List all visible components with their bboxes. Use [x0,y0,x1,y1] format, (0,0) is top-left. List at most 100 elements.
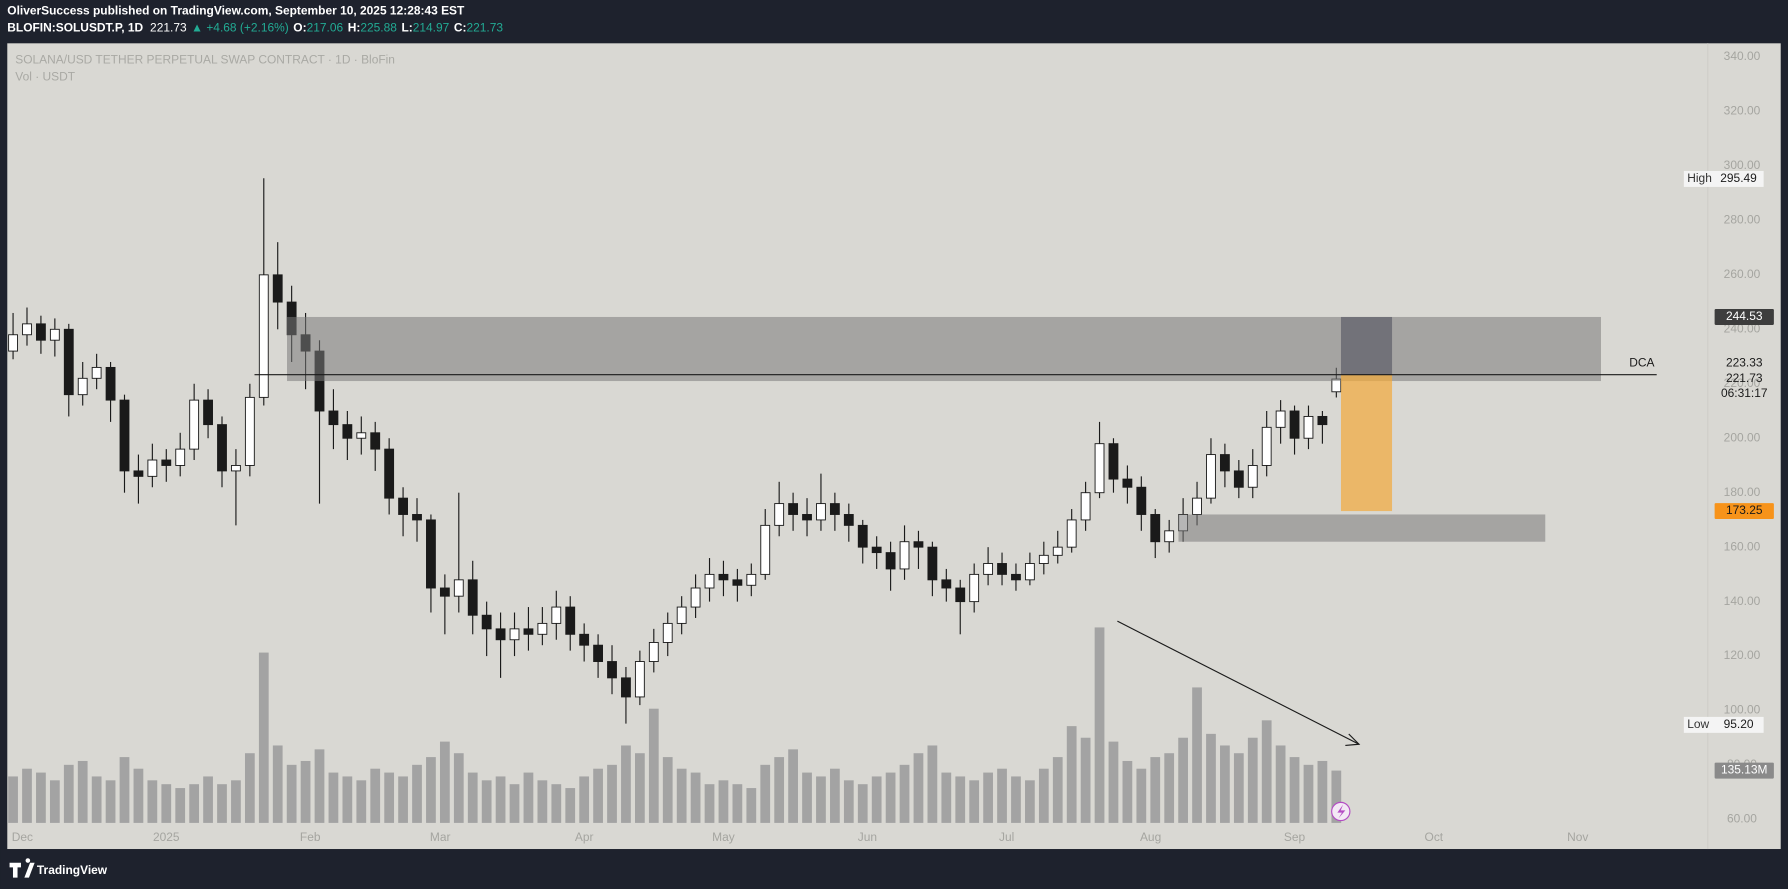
volume-bar [537,780,548,823]
volume-bar [147,780,158,823]
volume-bar [1122,760,1133,823]
candle-body [481,614,492,630]
low-value: 214.97 [413,21,450,35]
candle-body [816,503,826,521]
volume-bar [1164,753,1175,823]
candle-body [774,503,785,526]
volume-bar [1261,720,1272,823]
candle-body [983,563,994,575]
candle-body [1150,514,1161,543]
x-tick-label: May [712,830,735,844]
candle-body [189,399,200,450]
candle-body [969,573,980,603]
x-tick-label: Dec [12,830,33,844]
chart-panel [7,43,1781,850]
volume-bar [1303,764,1314,823]
close-key: C: [454,21,467,35]
candle-body [175,448,186,466]
volume-bar [342,776,353,823]
y-tick-label: 160.00 [1724,539,1761,553]
candle-body [676,606,687,624]
volume-bar [774,757,785,823]
volume-bar [105,780,116,823]
candle-body [398,497,408,515]
volume-bar [843,780,854,823]
low-key: L: [401,21,412,35]
volume-bar [231,780,241,823]
volume-bar [593,768,603,823]
candle-body [1011,573,1021,581]
candle-body [523,628,534,635]
high-marker-key: High [1687,171,1712,185]
volume-bar [77,760,88,823]
volume-bar [607,764,617,823]
candle-body [91,366,102,379]
position-target-box [1340,374,1393,512]
volume-bar [272,745,283,823]
dca-price-label: 223.33 [1726,355,1763,369]
candle-body [1219,454,1230,472]
target-price-label: 173.25 [1726,503,1763,517]
candle-body [1317,415,1328,426]
candle-body [217,424,227,472]
volume-bar [523,772,534,823]
trend-arrow [1117,620,1360,745]
candle-body [648,642,659,662]
candle-body [342,424,353,439]
volume-bar [189,784,200,823]
candle-body [1080,492,1091,521]
candle-body [509,628,520,641]
volume-bar [704,784,715,823]
volume-bar [690,772,701,823]
y-tick-label: 60.00 [1727,812,1757,826]
volume-bar [746,788,757,823]
x-tick-label: Jul [999,830,1014,844]
volume-bar [398,776,408,823]
candle-body [258,274,269,398]
volume-bar [8,776,18,823]
volume-bar [662,757,673,823]
candle-body [662,622,673,643]
candle-body [607,661,617,679]
candle-body [356,432,367,439]
target-price-label-box [1714,503,1774,520]
price-zone [287,316,1601,382]
volume-bar [732,784,743,823]
volume-bar [955,776,966,823]
candle-body [8,334,18,352]
candle-body [634,661,645,698]
brand[interactable]: TradingView [37,863,108,877]
candle-body [453,579,464,597]
candle-body [384,448,395,499]
volume-bar [634,753,645,823]
volume-bar [495,776,506,823]
volume-bar [1220,745,1230,823]
position-stop-box [1340,316,1393,375]
change: ▲ +4.68 (+2.16%) [191,21,289,35]
candle-body [63,328,74,396]
volume-bar [565,788,576,823]
drawing-layer: DCA [254,316,1657,542]
y-tick-label: 280.00 [1724,213,1761,227]
candle-body [1164,530,1175,543]
volume-bar [1094,627,1105,823]
publisher-line: OliverSuccess published on TradingView.c… [7,4,465,18]
chart-title: SOLANA/USD TETHER PERPETUAL SWAP CONTRAC… [15,53,395,67]
volume-bar [1066,726,1077,823]
volume-label: 135.13M [1721,763,1768,777]
volume-bar [1317,760,1328,823]
countdown: 06:31:17 [1721,386,1768,400]
volume-bar [133,768,144,823]
volume-bar [1038,768,1049,823]
volume-bar [899,764,910,823]
volume-bar [718,780,729,823]
volume-label-box [1714,762,1774,779]
volume-bar [1233,753,1244,823]
high-marker-value: 295.49 [1720,171,1757,185]
candle-body [105,366,116,401]
last-price: 221.73 [150,21,187,35]
candle-body [1247,465,1258,488]
volume-bar [175,788,186,823]
volume-bar [1192,687,1202,823]
